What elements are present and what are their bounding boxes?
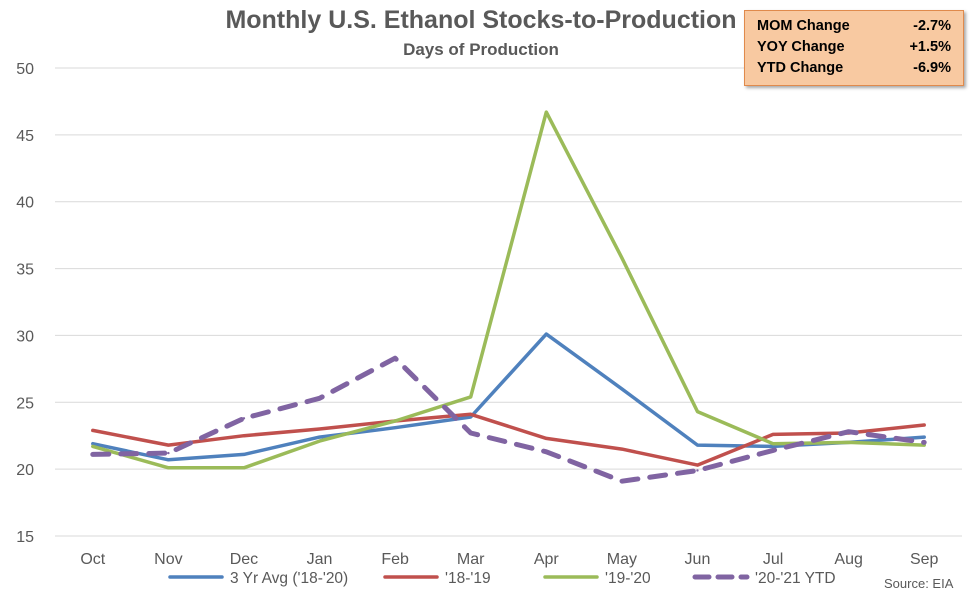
series-line-0	[91, 332, 926, 462]
stat-value: -6.9%	[913, 60, 951, 76]
x-tick-label: Feb	[381, 551, 409, 568]
data-point	[620, 387, 624, 391]
data-point	[91, 442, 94, 445]
y-tick-label: 20	[16, 462, 34, 479]
data-point	[167, 443, 170, 447]
data-point	[469, 415, 472, 419]
data-point	[847, 430, 850, 433]
data-point	[91, 445, 94, 448]
x-tick-label: Dec	[230, 551, 258, 568]
data-point	[620, 447, 624, 451]
data-point	[242, 453, 246, 456]
data-point	[167, 458, 170, 461]
y-tick-label: 15	[16, 529, 34, 546]
data-point	[696, 443, 699, 447]
x-tick-label: May	[607, 551, 637, 568]
stat-row-ytd: YTD Change -6.9%	[757, 58, 951, 79]
chart-subtitle: Days of Production	[403, 40, 559, 59]
legend-label: '19-'20	[605, 570, 651, 587]
x-tick-label: Apr	[534, 551, 560, 568]
x-tick-label: Jun	[685, 551, 711, 568]
data-point	[620, 479, 624, 483]
x-tick-label: Jul	[763, 551, 783, 568]
legend-label: 3 Yr Avg ('18-'20)	[230, 570, 348, 587]
data-point	[771, 445, 775, 448]
y-tick-label: 35	[16, 262, 34, 279]
x-tick-label: Oct	[80, 551, 105, 568]
data-point	[242, 466, 246, 470]
data-point	[771, 433, 775, 436]
data-point	[91, 429, 94, 432]
x-tick-label: Jan	[307, 551, 333, 568]
y-tick-label: 30	[16, 328, 34, 345]
series-line-3	[90, 355, 927, 484]
y-tick-label: 25	[16, 395, 34, 412]
data-point	[469, 395, 472, 399]
series-line-1	[91, 412, 926, 467]
data-point	[923, 423, 926, 427]
data-point	[318, 439, 321, 443]
data-point	[545, 437, 548, 440]
data-point	[167, 466, 170, 470]
x-tick-label: Sep	[910, 551, 939, 568]
stat-value: -2.7%	[913, 18, 951, 34]
data-point	[318, 397, 321, 400]
y-tick-label: 45	[16, 128, 34, 145]
series-line-2	[91, 110, 926, 470]
data-point	[923, 435, 926, 439]
data-point	[318, 435, 321, 439]
data-point	[620, 256, 624, 260]
stat-label: YTD Change	[757, 60, 844, 76]
stats-box: MOM Change -2.7% YOY Change +1.5% YTD Ch…	[744, 10, 964, 86]
stat-row-mom: MOM Change -2.7%	[757, 16, 951, 37]
data-point	[469, 431, 472, 435]
stat-label: MOM Change	[757, 18, 850, 34]
data-point	[393, 426, 397, 429]
data-point	[242, 417, 246, 420]
chart-title: Monthly U.S. Ethanol Stocks-to-Productio…	[225, 6, 737, 34]
x-tick-label: Mar	[457, 551, 485, 568]
data-point	[696, 410, 699, 413]
data-point	[545, 110, 548, 114]
x-tick-label: Nov	[154, 551, 182, 568]
data-point	[393, 356, 397, 360]
data-point	[393, 419, 397, 423]
stat-row-yoy: YOY Change +1.5%	[757, 37, 951, 58]
legend-label: '18-'19	[445, 570, 491, 587]
data-point	[771, 449, 775, 452]
data-point	[167, 451, 170, 455]
source-note: Source: EIA	[884, 576, 954, 591]
data-point	[847, 441, 850, 444]
x-tick-label: Aug	[834, 551, 862, 568]
data-point	[545, 450, 548, 453]
data-point	[923, 441, 926, 444]
stat-label: YOY Change	[757, 39, 845, 55]
data-point	[545, 332, 548, 336]
data-point	[91, 453, 94, 456]
data-point	[242, 434, 246, 437]
data-point	[696, 463, 699, 467]
data-point	[771, 442, 775, 445]
data-point	[469, 413, 472, 416]
y-tick-label: 40	[16, 195, 34, 212]
data-point	[696, 469, 699, 472]
stat-value: +1.5%	[909, 39, 951, 55]
y-tick-label: 50	[16, 61, 34, 78]
data-point	[318, 427, 321, 431]
legend-label: '20-'21 YTD	[755, 570, 836, 587]
